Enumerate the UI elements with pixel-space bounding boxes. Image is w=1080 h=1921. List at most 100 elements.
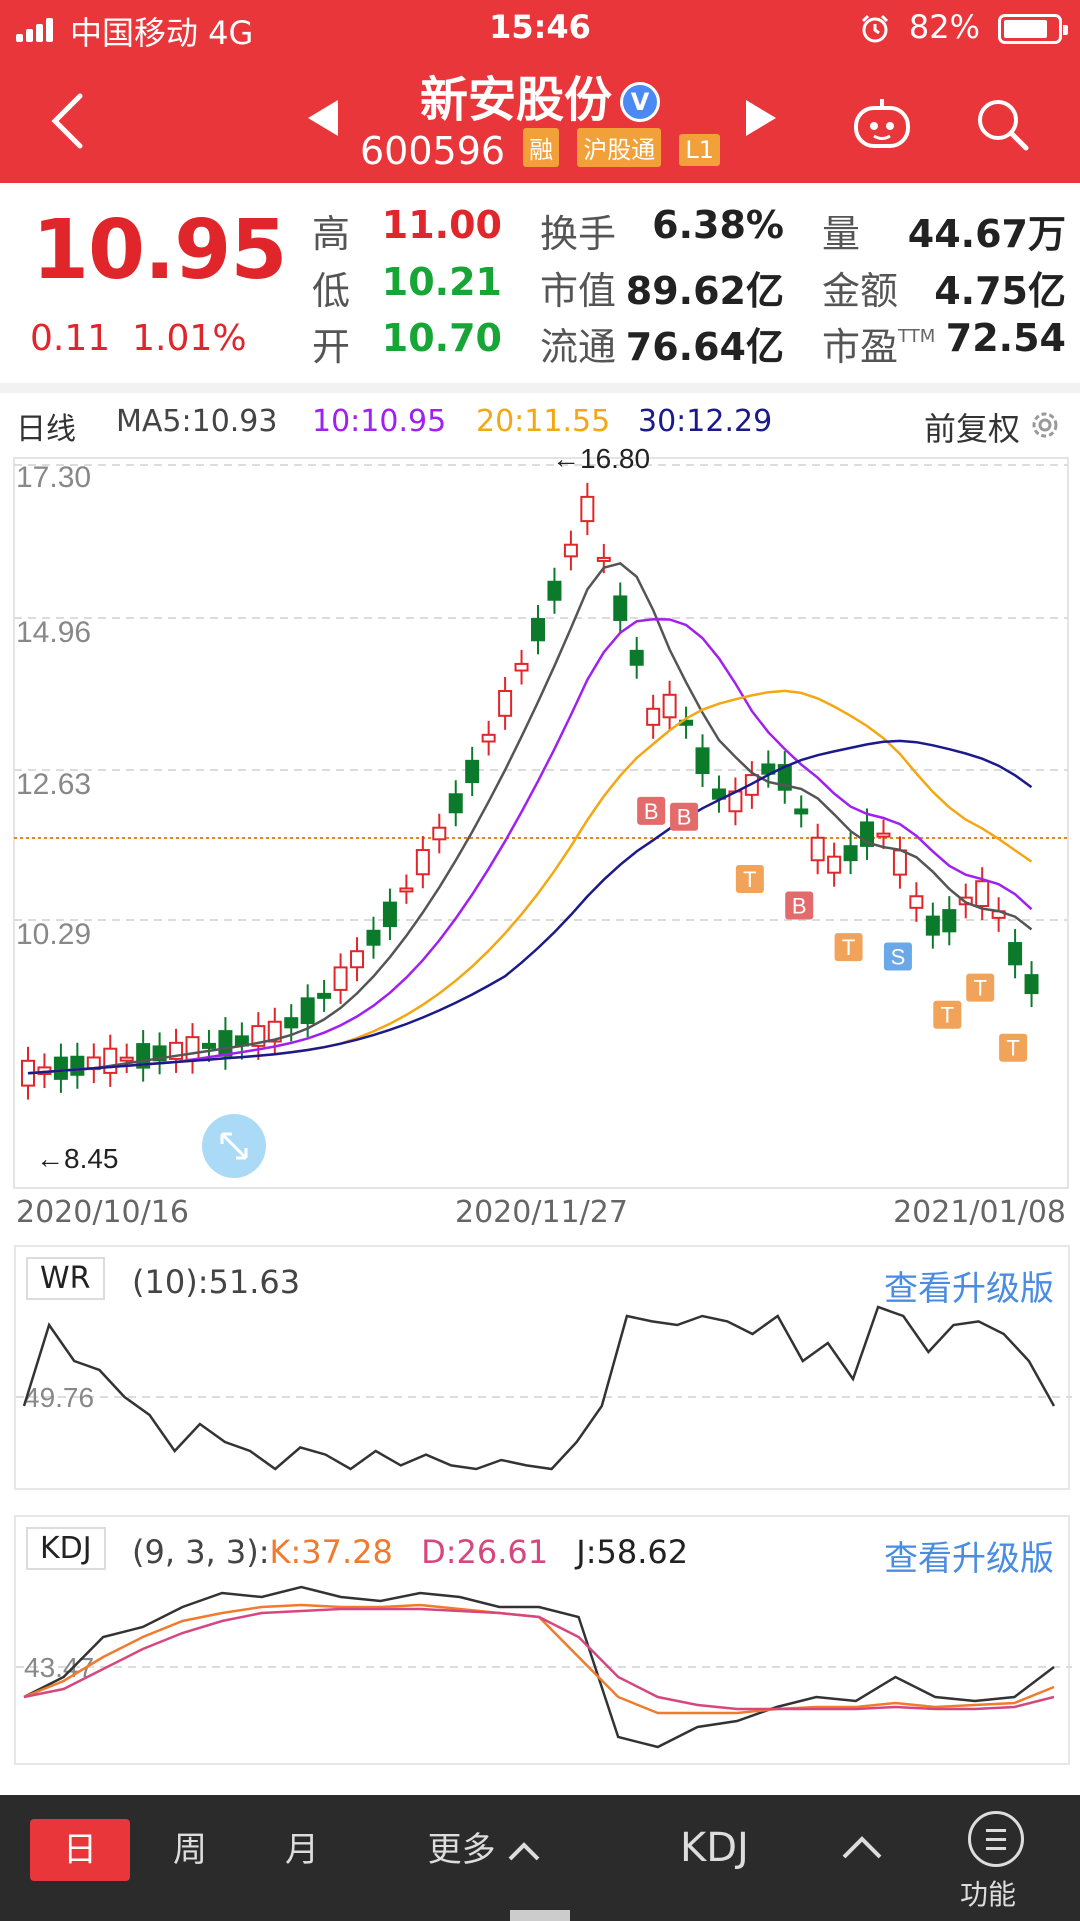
indicator-selector[interactable]: KDJ [680,1825,749,1871]
ma20-line [27,689,1033,1075]
turnover-item: 换手 6.38% [540,203,784,258]
bottom-toolbar: 日 周 月 更多 KDJ 功能 [0,1795,1080,1921]
kdj-upgrade-link[interactable]: 查看升级版 [884,1539,1054,1579]
status-time: 15:46 [489,8,591,46]
turnover-label: 换手 [540,212,617,256]
date-start: 2020/10/16 [16,1195,189,1230]
kdj-params-text: (9, 3, 3): [132,1533,270,1571]
high-label: 高 [312,212,351,256]
ma10-line [27,617,1033,1075]
ma10-value: 10:10.95 [312,404,447,439]
candle-body [399,887,414,893]
menu-icon[interactable] [968,1811,1024,1867]
signal-icon [16,18,56,42]
battery-percent: 82% [908,8,980,46]
float-cap-value: 76.64亿 [625,325,784,369]
pe-value: 72.54 [945,316,1066,360]
tab-daily[interactable]: 日 [30,1819,130,1881]
stock-header: 中国移动 4G 15:46 82% 新安股份 V 600596 融 沪股通 L1 [0,0,1080,183]
previous-stock-button[interactable] [308,100,338,136]
candle-body [185,1036,200,1061]
candle-body [201,1042,216,1049]
open-value: 10.70 [381,316,502,360]
trade-marker-label: T [1006,1036,1019,1061]
trade-marker-label: B [677,805,692,830]
candle-body [251,1025,266,1047]
candle-body [876,832,891,838]
min-price-label: ←8.45 [36,1143,119,1174]
stock-name: 新安股份 [419,72,612,128]
status-bar: 中国移动 4G 15:46 82% [0,0,1080,58]
trade-marker-label: T [842,935,855,960]
candle-body [892,849,907,876]
date-end: 2021/01/08 [893,1195,1066,1230]
candle-body [843,845,858,862]
price-change: 0.11 1.01% [30,318,247,359]
chart-frame [13,457,1069,1189]
gear-icon[interactable] [1028,408,1062,442]
candle-body [514,662,529,672]
adjust-mode-button[interactable]: 前复权 [923,410,1020,448]
search-icon[interactable] [972,94,1032,154]
carrier-label: 中国移动 4G [70,14,254,52]
candle-body [300,997,315,1025]
kdj-j-line [23,1585,1055,1749]
robot-assistant-icon[interactable] [850,96,914,150]
home-indicator [510,1910,570,1921]
candle-body [810,836,825,862]
tab-weekly[interactable]: 周 [173,1830,207,1870]
wr-label[interactable]: WR [26,1257,105,1300]
amount-value: 4.75亿 [934,269,1066,313]
candle-body [925,915,940,936]
trade-marker [933,1000,962,1029]
open-label: 开 [312,325,351,369]
candle-body [975,880,990,908]
alarm-icon [861,14,889,43]
candle-body [432,826,447,841]
kdj-line-chart: 43.47 [16,1585,1072,1749]
candle-body [267,1020,282,1043]
kdj-j-value: J:58.62 [576,1533,689,1571]
candle-body [580,495,595,523]
kdj-label[interactable]: KDJ [26,1527,106,1570]
more-periods-button[interactable]: 更多 [410,1819,560,1881]
level1-badge: L1 [679,134,720,166]
turnover-value: 6.38% [652,203,784,247]
kdj-d-line [23,1607,1055,1711]
quote-panel: 10.95 0.11 1.01% 高 11.00 低 10.21 开 10.70 … [0,183,1080,393]
kdj-params: (9, 3, 3):K:37.28 D:26.61 J:58.62 [132,1533,688,1571]
candle-body [53,1056,68,1080]
wr-panel[interactable]: WR (10):51.63 查看升级版 49.76 [14,1245,1072,1490]
function-label[interactable]: 功能 [960,1878,1017,1911]
margin-badge: 融 [523,128,560,167]
date-mid: 2020/11/27 [455,1195,628,1230]
high-value: 11.00 [381,203,502,247]
more-label: 更多 [427,1830,496,1870]
chevron-up-icon [508,1842,540,1861]
float-cap-label: 流通 [540,325,617,369]
wr-upgrade-link[interactable]: 查看升级版 [884,1269,1054,1309]
next-stock-button[interactable] [746,100,776,136]
candle-body [498,690,513,717]
tab-monthly[interactable]: 月 [285,1830,319,1870]
candle-body [350,950,365,969]
chevron-up-icon[interactable] [840,1831,884,1861]
expand-arrows-icon [220,1132,248,1160]
candle-body [547,580,562,601]
back-button[interactable] [40,86,100,156]
candle-body [794,808,809,815]
candle-body [942,909,957,933]
candle-body [333,966,348,991]
candle-body [613,595,628,621]
candle-body [481,733,496,743]
change-amount: 0.11 [30,318,111,359]
candle-body [662,693,677,719]
kdj-k-value: K:37.28 [269,1533,393,1571]
trade-marker [670,802,699,831]
candle-body [1024,974,1039,995]
low-value: 10.21 [381,260,502,304]
trade-marker-label: B [792,893,807,918]
kdj-panel[interactable]: KDJ (9, 3, 3):K:37.28 D:26.61 J:58.62 查看… [14,1515,1072,1765]
candle-body [531,618,545,642]
